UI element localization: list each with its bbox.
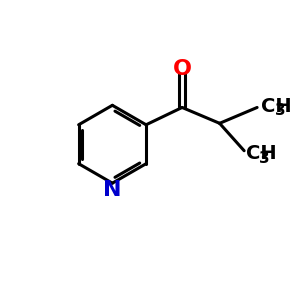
Text: CH: CH [246, 144, 276, 163]
Text: 3: 3 [275, 103, 286, 118]
Text: N: N [103, 179, 122, 200]
Text: CH: CH [261, 97, 292, 116]
Text: 3: 3 [260, 151, 270, 166]
Text: O: O [172, 59, 192, 79]
